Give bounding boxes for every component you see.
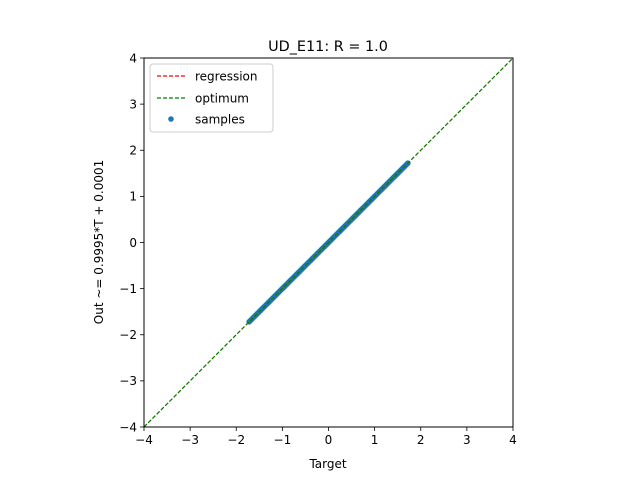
x-tick-label: −3 bbox=[181, 433, 199, 447]
x-tick-label: −2 bbox=[227, 433, 245, 447]
x-axis-label: Target bbox=[308, 457, 346, 471]
legend-optimum-label: optimum bbox=[195, 92, 249, 106]
y-tick-label: −1 bbox=[119, 282, 137, 296]
x-tick-label: −4 bbox=[135, 433, 153, 447]
x-tick-label: 2 bbox=[417, 433, 425, 447]
x-tick-label: 1 bbox=[371, 433, 379, 447]
y-tick-label: −2 bbox=[119, 328, 137, 342]
y-tick-label: −4 bbox=[119, 420, 137, 434]
legend: regression optimum samples bbox=[149, 63, 274, 133]
optimum-line bbox=[144, 58, 513, 427]
chart-title: UD_E11: R = 1.0 bbox=[268, 39, 388, 55]
y-tick-label: −3 bbox=[119, 374, 137, 388]
x-tick-label: 4 bbox=[509, 433, 517, 447]
legend-box bbox=[149, 63, 274, 133]
data-layer bbox=[144, 58, 513, 427]
y-tick-label: 4 bbox=[129, 51, 137, 65]
legend-regression-label: regression bbox=[195, 70, 258, 84]
x-axis: −4 −3 −2 −1 0 1 2 3 4 bbox=[135, 427, 517, 447]
y-axis-label: Out ~= 0.9995*T + 0.0001 bbox=[92, 160, 106, 324]
y-tick-label: 1 bbox=[129, 190, 137, 204]
y-tick-label: 2 bbox=[129, 144, 137, 158]
x-tick-label: 3 bbox=[463, 433, 471, 447]
x-tick-label: 0 bbox=[325, 433, 333, 447]
legend-samples-label: samples bbox=[195, 113, 245, 127]
x-tick-label: −1 bbox=[274, 433, 292, 447]
y-tick-label: 3 bbox=[129, 97, 137, 111]
y-tick-label: 0 bbox=[129, 236, 137, 250]
legend-samples-swatch bbox=[168, 116, 174, 122]
y-axis: −4 −3 −2 −1 0 1 2 3 4 bbox=[119, 51, 144, 434]
